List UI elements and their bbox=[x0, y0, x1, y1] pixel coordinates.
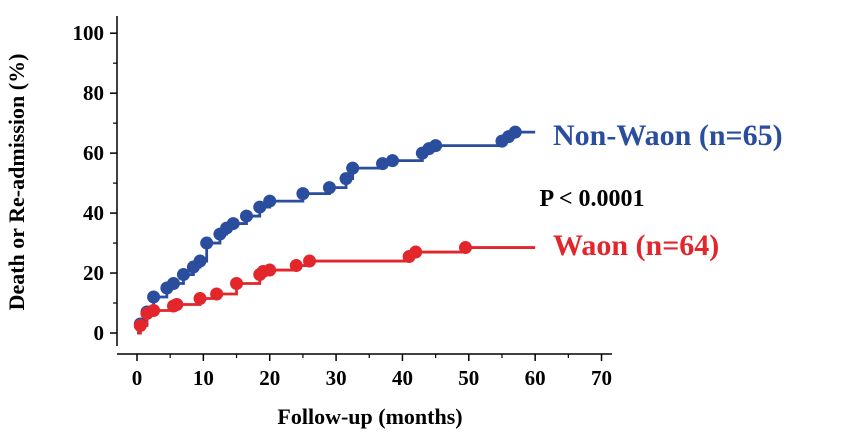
event-marker-non-waon bbox=[322, 181, 336, 195]
event-marker-waon bbox=[409, 245, 423, 259]
event-marker-non-waon bbox=[193, 254, 207, 268]
event-marker-non-waon bbox=[508, 125, 522, 139]
y-tick-label: 60 bbox=[83, 141, 104, 165]
event-marker-waon bbox=[133, 319, 147, 333]
x-tick-label: 20 bbox=[259, 366, 280, 390]
x-tick-label: 0 bbox=[132, 366, 143, 390]
y-axis-title: Death or Re-admission (%) bbox=[4, 54, 29, 311]
p-value-annotation: P < 0.0001 bbox=[539, 186, 644, 212]
x-axis-title: Follow-up (months) bbox=[277, 404, 462, 429]
event-marker-non-waon bbox=[346, 161, 360, 175]
event-marker-non-waon bbox=[385, 154, 399, 168]
series-layer bbox=[133, 125, 536, 335]
event-marker-waon bbox=[147, 304, 161, 318]
y-tick-label: 100 bbox=[73, 21, 105, 45]
event-marker-waon bbox=[289, 259, 303, 273]
y-tick-label: 20 bbox=[83, 261, 104, 285]
event-marker-waon bbox=[303, 254, 317, 268]
event-marker-waon bbox=[458, 241, 472, 255]
event-marker-waon bbox=[210, 287, 224, 301]
event-marker-waon bbox=[263, 263, 277, 277]
event-marker-waon bbox=[170, 298, 184, 312]
y-tick-label: 80 bbox=[83, 81, 104, 105]
x-tick-label: 30 bbox=[326, 366, 347, 390]
x-tick-label: 60 bbox=[525, 366, 546, 390]
event-marker-non-waon bbox=[376, 157, 390, 171]
event-marker-non-waon bbox=[147, 290, 161, 304]
legend-label-non-waon: Non-Waon (n=65) bbox=[553, 119, 783, 152]
event-marker-non-waon bbox=[263, 194, 277, 208]
event-marker-non-waon bbox=[166, 277, 180, 291]
event-marker-non-waon bbox=[176, 268, 190, 282]
event-marker-non-waon bbox=[200, 236, 214, 250]
y-tick-label: 0 bbox=[94, 321, 105, 345]
legend-label-waon: Waon (n=64) bbox=[553, 229, 719, 262]
x-tick-label: 50 bbox=[458, 366, 479, 390]
event-marker-non-waon bbox=[429, 139, 443, 153]
event-marker-non-waon bbox=[239, 209, 253, 223]
y-ticks: 0 20 40 60 80 100 bbox=[73, 21, 117, 345]
event-marker-non-waon bbox=[253, 200, 267, 214]
event-marker-non-waon bbox=[339, 172, 353, 186]
event-marker-non-waon bbox=[226, 217, 240, 231]
x-ticks: 0 10 20 30 40 50 60 70 bbox=[132, 354, 612, 390]
x-tick-label: 10 bbox=[193, 366, 214, 390]
y-tick-label: 40 bbox=[83, 201, 104, 225]
x-tick-label: 70 bbox=[591, 366, 612, 390]
x-tick-label: 40 bbox=[392, 366, 413, 390]
event-marker-waon bbox=[230, 277, 244, 291]
event-marker-waon bbox=[193, 292, 207, 306]
event-marker-non-waon bbox=[296, 187, 310, 201]
axes bbox=[116, 16, 612, 355]
